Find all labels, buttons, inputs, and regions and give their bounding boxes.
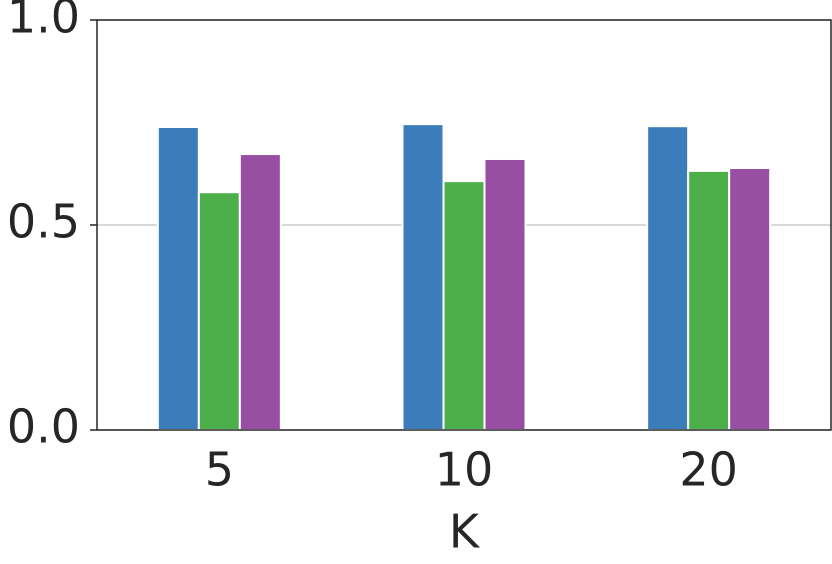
y-tick-label: 0.0 xyxy=(7,400,80,454)
bar xyxy=(687,169,731,431)
y-tick-label: 0.5 xyxy=(7,195,80,249)
bar xyxy=(238,153,282,431)
bar xyxy=(401,123,445,431)
x-tick-label: 5 xyxy=(205,443,234,497)
bar xyxy=(156,126,200,431)
x-tick-label: 20 xyxy=(679,443,738,497)
bar xyxy=(728,167,772,431)
bar xyxy=(197,191,241,431)
plot-frame xyxy=(96,19,832,431)
bar xyxy=(646,125,690,431)
x-axis-label: K xyxy=(449,505,481,559)
x-tick-label: 10 xyxy=(435,443,494,497)
y-tick-label: 1.0 xyxy=(7,0,80,44)
bar xyxy=(442,180,486,431)
bar xyxy=(483,157,527,432)
